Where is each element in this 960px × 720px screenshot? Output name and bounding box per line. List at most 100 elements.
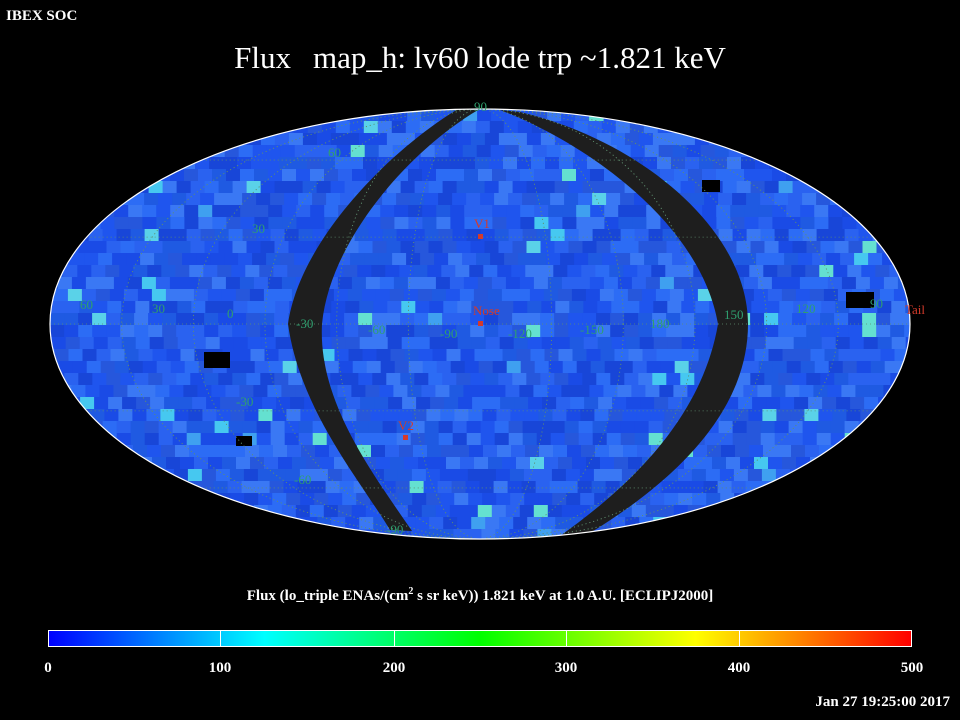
- flux-pixel: [312, 193, 327, 206]
- flux-pixel: [526, 241, 541, 254]
- flux-pixel: [286, 409, 301, 422]
- flux-pixel: [654, 397, 669, 410]
- flux-pixel: [258, 493, 273, 506]
- flux-pixel: [409, 481, 425, 494]
- flux-pixel: [474, 457, 489, 470]
- flux-pixel: [373, 301, 388, 314]
- flux-pixel: [324, 361, 340, 374]
- flux-pixel: [545, 157, 560, 170]
- flux-pixel: [209, 157, 224, 170]
- flux-pixel: [624, 241, 639, 254]
- flux-pixel: [828, 205, 843, 218]
- flux-pixel: [264, 457, 279, 470]
- flux-pixel: [622, 409, 637, 422]
- flux-pixel: [128, 361, 144, 374]
- flux-pixel: [480, 193, 495, 206]
- flux-pixel: [284, 193, 299, 206]
- flux-pixel: [238, 145, 254, 158]
- flux-pixel: [489, 157, 504, 170]
- flux-pixel: [358, 313, 373, 326]
- flux-pixel: [162, 181, 178, 194]
- flux-pixel: [592, 433, 608, 446]
- flux-pixel: [310, 217, 325, 230]
- flux-pixel: [237, 157, 252, 170]
- flux-pixel: [576, 217, 591, 230]
- flux-pixel: [390, 457, 405, 470]
- flux-pixel: [695, 301, 710, 314]
- flux-pixel: [176, 241, 191, 254]
- flux-pixel: [896, 253, 910, 266]
- flux-pixel: [358, 325, 373, 338]
- flux-pixel: [582, 373, 597, 386]
- flux-pixel: [884, 361, 900, 374]
- flux-pixel: [542, 397, 557, 410]
- flux-pixel: [529, 289, 545, 302]
- flux-pixel: [664, 493, 679, 506]
- flux-pixel: [207, 289, 223, 302]
- flux-pixel: [447, 157, 462, 170]
- flux-pixel: [106, 241, 121, 254]
- lat-label: 60: [328, 145, 341, 160]
- flux-pixel: [392, 253, 407, 266]
- flux-pixel: [606, 229, 622, 242]
- flux-pixel: [522, 229, 538, 242]
- flux-pixel: [349, 121, 365, 134]
- flux-pixel: [805, 265, 820, 278]
- flux-pixel: [260, 373, 275, 386]
- flux-pixel: [278, 349, 293, 362]
- flux-pixel: [345, 301, 360, 314]
- flux-pixel: [764, 373, 779, 386]
- flux-pixel: [832, 409, 847, 422]
- flux-pixel: [534, 205, 549, 218]
- flux-pixel: [50, 337, 53, 350]
- flux-pixel: [807, 337, 823, 350]
- flux-pixel: [513, 301, 528, 314]
- flux-pixel: [527, 337, 543, 350]
- flux-pixel: [478, 169, 493, 182]
- flux-pixel: [120, 325, 135, 338]
- flux-pixel: [365, 385, 380, 398]
- flux-pixel: [576, 205, 591, 218]
- flux-pixel: [130, 193, 145, 206]
- flux-pixel: [174, 409, 189, 422]
- flux-pixel: [638, 241, 653, 254]
- flux-pixel: [359, 517, 374, 530]
- flux-pixel: [697, 289, 713, 302]
- flux-pixel: [218, 241, 233, 254]
- flux-pixel: [78, 373, 93, 386]
- flux-pixel: [890, 313, 905, 326]
- flux-pixel: [88, 421, 104, 434]
- flux-pixel: [648, 229, 664, 242]
- flux-pixel: [539, 265, 554, 278]
- flux-pixel: [352, 361, 368, 374]
- flux-pixel: [548, 217, 563, 230]
- flux-pixel: [411, 529, 426, 539]
- flux-pixel: [194, 457, 209, 470]
- flux-pixel: [603, 277, 619, 290]
- flux-pixel: [882, 253, 897, 266]
- flux-pixel: [520, 217, 535, 230]
- flux-pixel: [244, 409, 259, 422]
- flux-pixel: [470, 325, 485, 338]
- no-data-patch: [236, 436, 252, 446]
- flux-pixel: [526, 133, 542, 146]
- flux-pixel: [749, 445, 764, 458]
- flux-pixel: [468, 409, 483, 422]
- flux-pixel: [233, 301, 248, 314]
- flux-pixel: [708, 133, 724, 146]
- flux-pixel: [610, 313, 625, 326]
- flux-pixel: [485, 517, 500, 530]
- flux-pixel: [583, 301, 598, 314]
- flux-pixel: [281, 277, 297, 290]
- flux-pixel: [371, 445, 386, 458]
- flux-pixel: [324, 169, 339, 182]
- flux-pixel: [368, 433, 384, 446]
- flux-pixel: [646, 217, 661, 230]
- flux-pixel: [260, 325, 275, 338]
- flux-pixel: [438, 421, 454, 434]
- flux-pixel: [586, 457, 601, 470]
- flux-pixel: [100, 361, 116, 374]
- flux-pixel: [179, 289, 195, 302]
- flux-pixel: [890, 325, 905, 338]
- flux-pixel: [314, 493, 329, 506]
